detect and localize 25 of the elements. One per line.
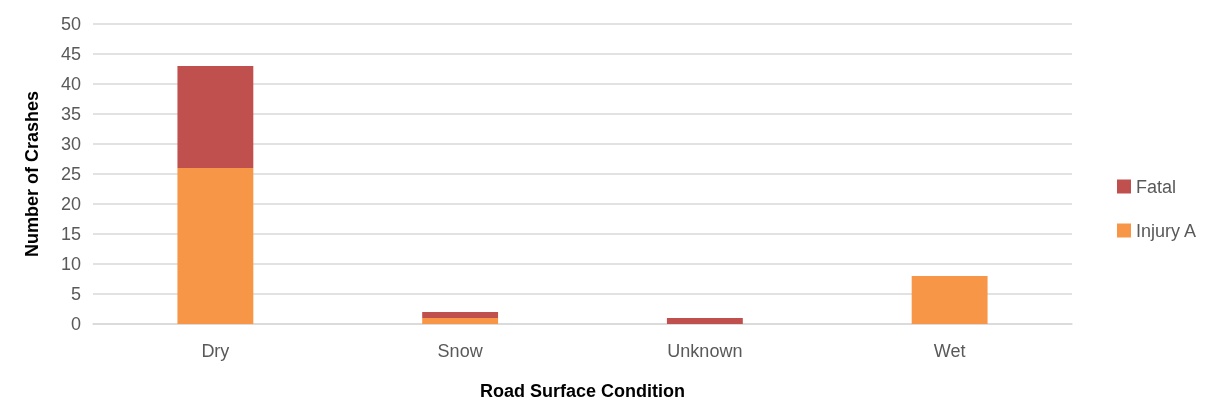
legend-label: Fatal bbox=[1135, 176, 1177, 197]
y-tick-label: 5 bbox=[70, 284, 81, 304]
y-tick-label: 50 bbox=[60, 14, 81, 34]
y-tick-label: 10 bbox=[60, 254, 81, 274]
bar bbox=[422, 312, 499, 318]
y-tick-label: 40 bbox=[60, 74, 81, 94]
y-tick-label: 35 bbox=[60, 104, 81, 124]
y-tick-label: 45 bbox=[60, 44, 81, 64]
legend-label: Injury A bbox=[1135, 220, 1197, 241]
y-tick-label: 0 bbox=[70, 314, 81, 334]
y-tick-label: 30 bbox=[60, 134, 81, 154]
bar bbox=[666, 318, 743, 324]
x-tick-label: Wet bbox=[933, 341, 966, 361]
y-tick-label: 20 bbox=[60, 194, 81, 214]
x-tick-label: Snow bbox=[437, 341, 484, 361]
x-tick-label: Unknown bbox=[667, 341, 743, 361]
bar bbox=[177, 168, 254, 324]
y-axis-title: Number of Crashes bbox=[22, 90, 42, 258]
bar bbox=[422, 318, 499, 324]
bar bbox=[177, 66, 254, 168]
y-tick-label: 25 bbox=[60, 164, 81, 184]
x-tick-label: Dry bbox=[201, 341, 230, 361]
x-axis-title: Road Surface Condition bbox=[479, 381, 686, 401]
y-tick-label: 15 bbox=[60, 224, 81, 244]
bar bbox=[911, 276, 988, 324]
